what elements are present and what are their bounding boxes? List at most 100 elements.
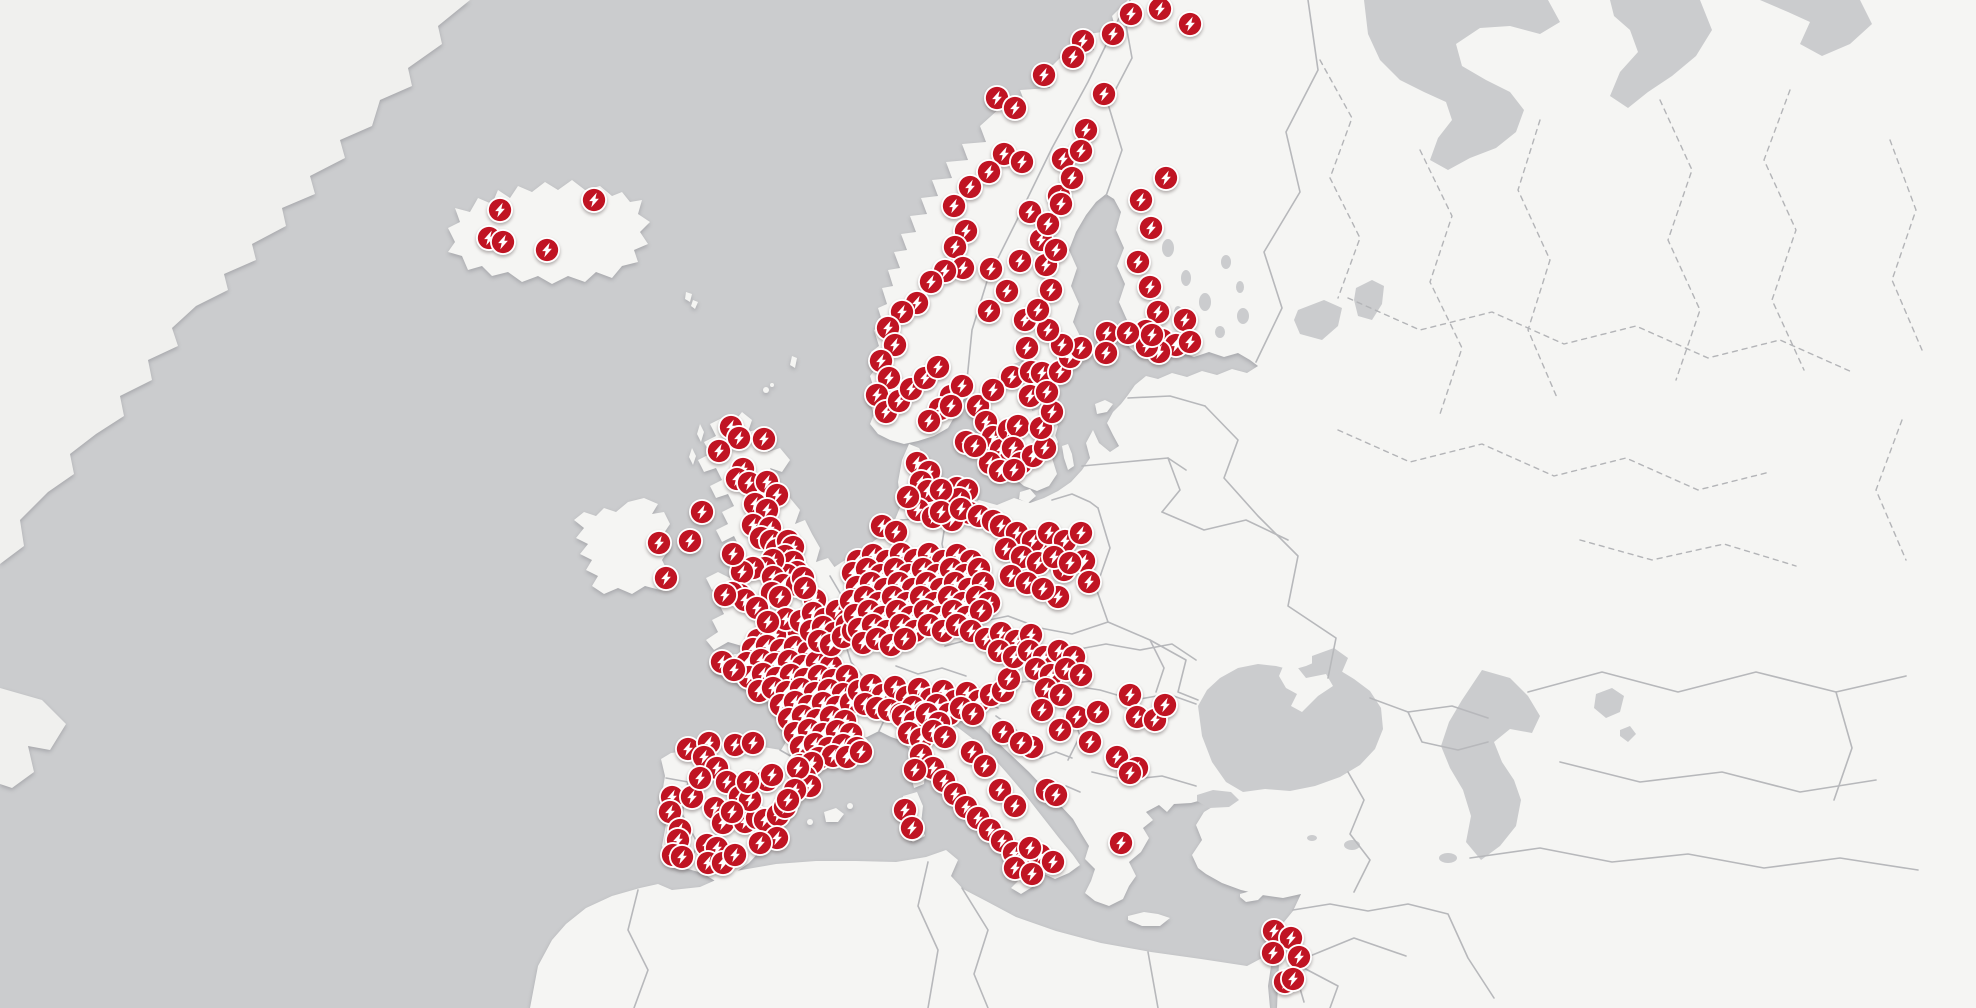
supercharger-pin[interactable] (883, 519, 909, 545)
supercharger-pin[interactable] (1038, 277, 1064, 303)
supercharger-pin[interactable] (1177, 11, 1203, 37)
supercharger-pin[interactable] (677, 528, 703, 554)
supercharger-pin[interactable] (1009, 149, 1035, 175)
supercharger-pin[interactable] (1068, 138, 1094, 164)
lightning-bolt-icon (669, 844, 695, 870)
supercharger-pin[interactable] (792, 575, 818, 601)
supercharger-pin[interactable] (1008, 730, 1034, 756)
supercharger-pin[interactable] (751, 426, 777, 452)
supercharger-pin[interactable] (1043, 782, 1069, 808)
supercharger-pin[interactable] (1125, 249, 1151, 275)
supercharger-pin[interactable] (1280, 966, 1306, 992)
supercharger-pin[interactable] (1172, 307, 1198, 333)
supercharger-pin[interactable] (1002, 95, 1028, 121)
supercharger-pin[interactable] (1007, 248, 1033, 274)
supercharger-pin[interactable] (1057, 550, 1083, 576)
supercharger-pin[interactable] (490, 229, 516, 255)
supercharger-pin[interactable] (721, 657, 747, 683)
supercharger-pin[interactable] (1117, 682, 1143, 708)
supercharger-pin[interactable] (1177, 329, 1203, 355)
supercharger-pin[interactable] (994, 278, 1020, 304)
supercharger-pin[interactable] (1100, 21, 1126, 47)
supercharger-pin[interactable] (1117, 760, 1143, 786)
white-sea (1364, 0, 1560, 170)
supercharger-pin[interactable] (1260, 940, 1286, 966)
supercharger-pin[interactable] (980, 377, 1006, 403)
supercharger-pin[interactable] (767, 584, 793, 610)
supercharger-pin[interactable] (1031, 62, 1057, 88)
supercharger-pin[interactable] (1060, 44, 1086, 70)
supercharger-pin[interactable] (899, 815, 925, 841)
supercharger-pin[interactable] (1014, 335, 1040, 361)
supercharger-pin[interactable] (1118, 1, 1144, 27)
supercharger-pin[interactable] (916, 408, 942, 434)
supercharger-pin[interactable] (719, 799, 745, 825)
supercharger-pin[interactable] (1077, 729, 1103, 755)
supercharger-pin[interactable] (962, 433, 988, 459)
supercharger-pin[interactable] (759, 762, 785, 788)
supercharger-pin[interactable] (534, 237, 560, 263)
supercharger-pin[interactable] (1128, 187, 1154, 213)
lightning-bolt-icon (1047, 717, 1073, 743)
supercharger-pin[interactable] (755, 609, 781, 635)
black-sea (1198, 660, 1383, 792)
supercharger-pin[interactable] (669, 844, 695, 870)
supercharger-pin[interactable] (932, 724, 958, 750)
lightning-bolt-icon (932, 724, 958, 750)
supercharger-pin[interactable] (1091, 81, 1117, 107)
supercharger-pin[interactable] (976, 298, 1002, 324)
supercharger-pin[interactable] (960, 701, 986, 727)
supercharger-pin[interactable] (895, 484, 921, 510)
supercharger-pin[interactable] (938, 393, 964, 419)
supercharger-pin[interactable] (1047, 717, 1073, 743)
supercharger-pin[interactable] (1048, 191, 1074, 217)
supercharger-pin[interactable] (1139, 322, 1165, 348)
supercharger-pin[interactable] (1001, 457, 1027, 483)
supercharger-pin[interactable] (941, 193, 967, 219)
supercharger-pin[interactable] (1153, 165, 1179, 191)
supercharger-pin[interactable] (902, 757, 928, 783)
supercharger-pin[interactable] (687, 765, 713, 791)
supercharger-pin[interactable] (1059, 165, 1085, 191)
supercharger-pin[interactable] (892, 626, 918, 652)
supercharger-pin[interactable] (735, 769, 761, 795)
supercharger-pin[interactable] (581, 187, 607, 213)
supercharger-pin[interactable] (1068, 520, 1094, 546)
supercharger-pin[interactable] (1029, 697, 1055, 723)
supercharger-pin[interactable] (1002, 793, 1028, 819)
supercharger-pin[interactable] (1108, 830, 1134, 856)
supercharger-pin[interactable] (972, 753, 998, 779)
supercharger-pin[interactable] (712, 582, 738, 608)
supercharger-pin[interactable] (1068, 662, 1094, 688)
supercharger-pin[interactable] (487, 197, 513, 223)
lightning-bolt-icon (972, 753, 998, 779)
supercharger-pin[interactable] (1005, 413, 1031, 439)
supercharger-pin[interactable] (775, 787, 801, 813)
lightning-bolt-icon (980, 377, 1006, 403)
supercharger-pin[interactable] (1093, 340, 1119, 366)
supercharger-pin[interactable] (978, 256, 1004, 282)
supercharger-pin[interactable] (747, 830, 773, 856)
supercharger-pin[interactable] (1138, 215, 1164, 241)
supercharger-pin[interactable] (1085, 699, 1111, 725)
supercharger-pin[interactable] (1137, 274, 1163, 300)
supercharger-pin[interactable] (1076, 569, 1102, 595)
supercharger-pin[interactable] (646, 530, 672, 556)
supercharger-pin[interactable] (653, 565, 679, 591)
supercharger-pin[interactable] (996, 666, 1022, 692)
supercharger-pin[interactable] (1115, 320, 1141, 346)
supercharger-pin[interactable] (1030, 576, 1056, 602)
supercharger-pin[interactable] (1286, 944, 1312, 970)
supercharger-pin[interactable] (848, 739, 874, 765)
supercharger-pin[interactable] (722, 842, 748, 868)
supercharger-pin[interactable] (720, 541, 746, 567)
supercharger-pin[interactable] (1019, 861, 1045, 887)
supercharger-pin[interactable] (785, 755, 811, 781)
supercharger-pin[interactable] (1043, 237, 1069, 263)
supercharger-pin[interactable] (706, 438, 732, 464)
supercharger-pin[interactable] (1152, 692, 1178, 718)
supercharger-pin[interactable] (925, 354, 951, 380)
supercharger-pin[interactable] (740, 730, 766, 756)
supercharger-pin[interactable] (689, 499, 715, 525)
